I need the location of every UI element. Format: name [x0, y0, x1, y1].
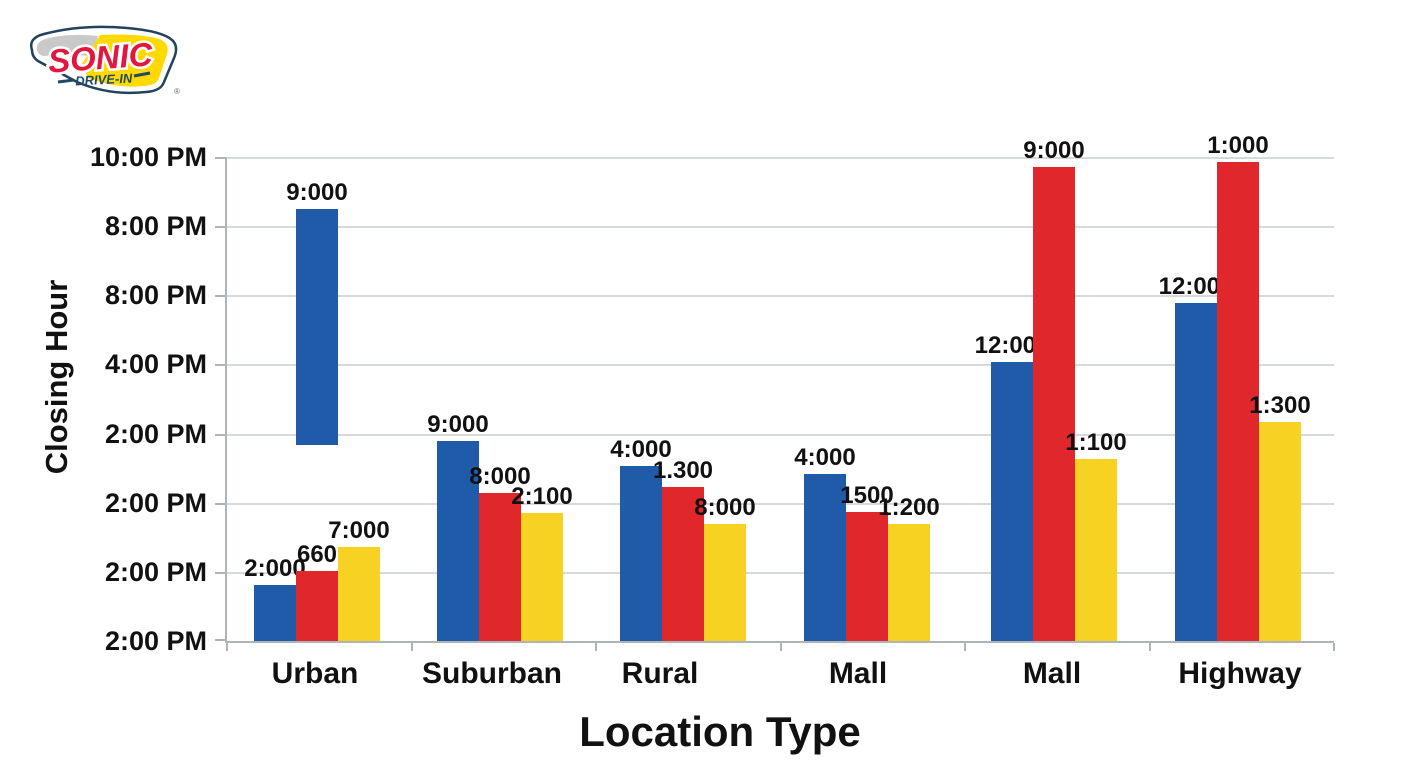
bar-suburban-series-blue: [437, 441, 479, 641]
x-axis-category-label: Highway: [1178, 657, 1302, 690]
gridline: [227, 295, 1334, 297]
bar-value-label: 4:000: [794, 444, 856, 471]
bar-mall-series-blue: [991, 362, 1033, 641]
x-axis-tick: [226, 643, 228, 651]
y-axis-tick: [215, 295, 225, 297]
y-axis-tick: [215, 364, 225, 366]
logo-sub-text: DRIVE-IN: [75, 70, 133, 88]
x-axis-category-label: Mall: [828, 657, 888, 690]
x-axis-tick: [1149, 643, 1151, 651]
gridline: [227, 157, 1334, 159]
y-axis-tick-label: 2:00 PM: [104, 557, 207, 587]
bar-urban-series-blue: [254, 585, 296, 641]
x-axis-category-label: Mall: [1022, 657, 1082, 690]
bar-mall-series-blue: [804, 474, 846, 641]
bar-highway-series-blue: [1175, 303, 1217, 641]
bar-rural-series-yellow: [704, 524, 746, 641]
bar-value-label: 9:000: [1023, 137, 1085, 164]
plot-area: 2:000 9:000 4:000 4:000 12:000 12:000 660 8:000…: [215, 133, 1335, 651]
x-axis-tick: [1333, 643, 1335, 651]
y-axis-tick: [215, 572, 225, 574]
bar-value-label: 8:000: [469, 463, 531, 490]
y-axis-tick: [215, 226, 225, 228]
bar-rural-series-red: [662, 487, 704, 641]
bar-value-label: 1.300: [652, 457, 714, 484]
bar-value-label: 1:300: [1249, 392, 1311, 419]
gridline: [227, 572, 1334, 574]
bar-suburban-series-yellow: [521, 513, 563, 641]
bar-mall-series-yellow: [888, 524, 930, 641]
bar-value-label: 1:000: [1207, 132, 1269, 159]
bar-highway-series-yellow: [1259, 422, 1301, 641]
y-axis-tick-label: 4:00 PM: [104, 349, 207, 379]
gridline: [227, 364, 1334, 366]
bar-value-label: 4:000: [610, 436, 672, 463]
gridline: [227, 226, 1334, 228]
y-axis-tick-label: 8:00 PM: [104, 280, 207, 310]
y-axis-tick-label: 8:00 PM: [104, 211, 207, 241]
bar-urban-series-yellow: [338, 547, 380, 641]
bar-value-label: 2:100: [511, 483, 573, 510]
bar-value-label: 9:000: [427, 411, 489, 438]
bar-value-label: 660: [296, 541, 338, 568]
y-axis-tick: [215, 434, 225, 436]
logo-left-wing: [36, 34, 98, 56]
bar-value-label: 1:200: [878, 494, 940, 521]
x-axis-tick: [411, 643, 413, 651]
x-axis-tick: [595, 643, 597, 651]
bar-urban-series-red: [296, 571, 338, 641]
x-axis-title: Location Type: [579, 708, 861, 755]
y-axis-tick: [215, 157, 225, 159]
logo-registered-icon: ®: [174, 87, 180, 96]
x-axis-category-label: Suburban: [422, 657, 562, 690]
x-axis-category-label: Urban: [271, 657, 359, 690]
bar-value-label: 9:000: [286, 179, 348, 206]
y-axis-tick-label: 10:00 PM: [89, 142, 207, 172]
bar-mall-series-red: [1033, 167, 1075, 641]
bar-mall-series-red: [846, 512, 888, 641]
y-axis-tick: [215, 639, 225, 641]
bar-value-label: 1:100: [1065, 429, 1127, 456]
y-axis-tick-label: 2:00 PM: [104, 488, 207, 518]
bar-suburban-series-red: [479, 493, 521, 641]
y-axis-tick-label: 2:00 PM: [104, 419, 207, 449]
floating-bar-urban: [296, 209, 338, 445]
bar-rural-series-blue: [620, 466, 662, 641]
x-axis-category-label: Rural: [621, 657, 699, 690]
bar-value-label: 2:000: [244, 555, 306, 582]
logo-dash-right: [133, 71, 151, 78]
bar-highway-series-red: [1217, 162, 1259, 641]
y-axis-tick: [215, 503, 225, 505]
bar-mall-series-yellow: [1075, 459, 1117, 641]
gridline: [227, 503, 1334, 505]
bar-value-label: 1500: [840, 482, 894, 509]
bar-value-label: 8:000: [694, 494, 756, 521]
logo-dash-left: [57, 78, 75, 84]
bar-value-label: 7:000: [328, 517, 390, 544]
sonic-logo: SONIC DRIVE-IN ®: [30, 25, 180, 96]
x-axis-tick: [780, 643, 782, 651]
gridline: [227, 434, 1334, 436]
x-axis-tick: [964, 643, 966, 651]
y-axis-tick-label: 2:00 PM: [104, 626, 207, 656]
